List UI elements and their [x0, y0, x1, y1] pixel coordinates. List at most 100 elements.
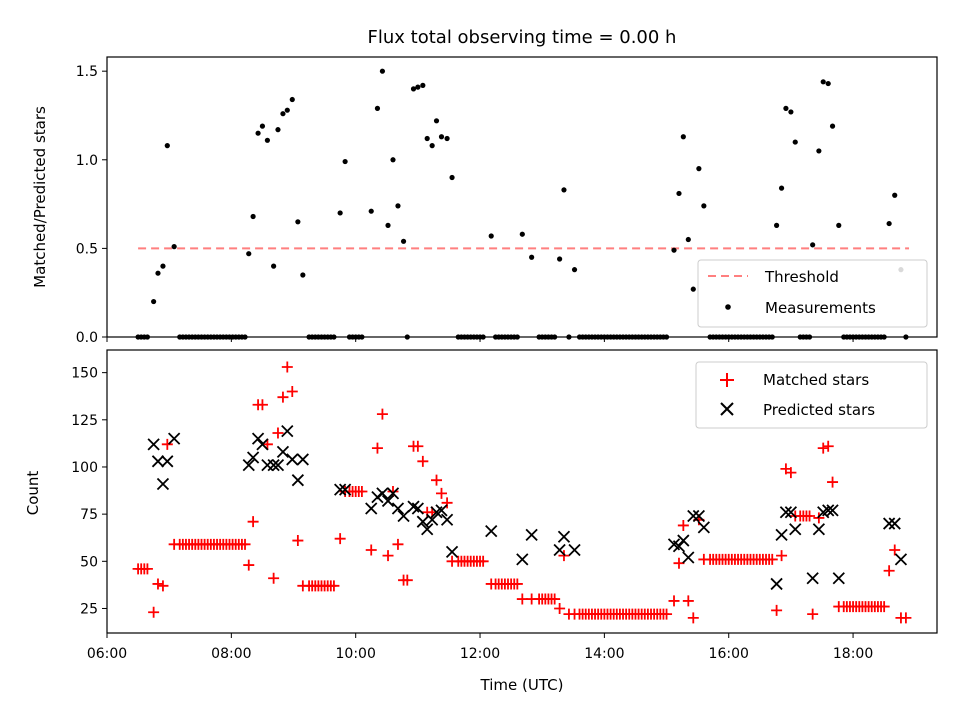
matched-star-point: [356, 486, 368, 497]
predicted-star-point: [822, 504, 835, 517]
top-legend-box: [697, 259, 928, 328]
measurement-point: [680, 134, 686, 140]
top-y-tick-label: 1.5: [76, 64, 98, 80]
matched-star-point: [673, 557, 685, 569]
measurement-point: [424, 135, 430, 142]
matched-star-point: [157, 580, 169, 592]
measurement-point: [788, 109, 794, 115]
measurement-point: [400, 238, 407, 244]
matched-star-point: [277, 391, 289, 403]
matched-star-point: [417, 455, 429, 467]
measurement-point: [449, 174, 455, 181]
matched-star-point: [286, 386, 298, 398]
measurement-point: [395, 203, 401, 209]
matched-star-point: [292, 535, 304, 547]
matched-star-point: [677, 519, 689, 531]
matched-star-point: [281, 361, 293, 373]
measurement-point: [264, 137, 271, 143]
matched-star-point: [392, 538, 404, 550]
measurement-point: [280, 111, 286, 117]
matched-star-point: [328, 580, 340, 592]
bottom-legend-box: [695, 361, 928, 429]
measurement-point: [289, 96, 295, 103]
bottom-y-tick-label: 75: [80, 507, 98, 523]
matched-star-point: [239, 538, 251, 550]
matched-star-point: [804, 510, 816, 522]
predicted-star-point: [789, 523, 802, 536]
matched-star-point: [412, 440, 424, 452]
predicted-star-point: [485, 524, 498, 538]
measurement-point: [171, 244, 177, 250]
predicted-star-point: [147, 438, 160, 451]
measurement-point: [810, 242, 816, 248]
measurement-point: [696, 166, 702, 172]
matched-star-point: [272, 427, 284, 439]
measurement-point: [571, 267, 578, 273]
predicted-star-point: [697, 521, 710, 534]
measurement-point: [829, 123, 836, 129]
predicted-star-point: [411, 502, 424, 515]
matched-star-point: [268, 572, 280, 584]
bottom-x-ticks: 06:00 08:00 10:00 12:00 14:00 16:00 18:00: [87, 633, 873, 662]
legend-predicted-label: Predicted stars: [763, 401, 875, 419]
bottom-y-axis-label: Count: [24, 471, 42, 516]
matched-star-point: [558, 550, 570, 562]
measurement-point: [773, 222, 780, 228]
predicted-star-point: [888, 517, 901, 530]
measurement-point: [337, 210, 343, 216]
predicted-star-point: [338, 483, 352, 496]
matched-star-point: [477, 555, 489, 567]
legend-matched-label: Matched stars: [763, 371, 869, 389]
matched-star-point: [365, 544, 377, 556]
measurement-point: [825, 80, 831, 87]
top-panel: 0.0 0.5 1.0 1.5 Matched/Predicted stars Thr…: [31, 56, 938, 346]
measurement-point: [892, 192, 898, 198]
predicted-star-point: [376, 487, 389, 500]
bottom-x-tick-label: 16:00: [709, 646, 749, 662]
measurement-point: [164, 143, 170, 149]
chart-title: Flux total observing time = 0.00 h: [368, 27, 677, 48]
legend-predicted-swatch: [720, 402, 734, 416]
matched-star-point: [261, 438, 273, 450]
bottom-y-tick-label: 100: [71, 460, 98, 476]
measurement-point: [488, 233, 494, 239]
predicted-star-point: [557, 530, 571, 543]
bottom-axes-frame: [106, 349, 938, 634]
measurement-point: [415, 84, 421, 90]
measurement-point: [271, 263, 277, 269]
measurement-point: [374, 105, 381, 111]
measurement-point: [778, 185, 785, 191]
top-y-tick-label: 0.0: [76, 330, 98, 346]
predicted-star-point: [775, 528, 788, 542]
measurement-point: [557, 256, 563, 262]
measurement-point: [886, 220, 892, 227]
matched-star-point: [776, 550, 788, 562]
predicted-star-point: [426, 513, 439, 526]
predicted-star-point: [334, 483, 347, 496]
predicted-star-point: [445, 545, 459, 559]
bottom-x-tick-label: 06:00: [87, 646, 127, 662]
bottom-y-ticks: 25 50 75 100 125 150: [71, 366, 107, 617]
measurement-point: [701, 203, 707, 209]
measurement-point: [836, 222, 842, 228]
bottom-legend: Matched stars Predicted stars: [695, 361, 928, 429]
matched-star-point: [827, 476, 839, 488]
matched-star-point: [766, 553, 778, 565]
predicted-star-point: [687, 509, 700, 523]
predicted-star-point: [770, 577, 783, 591]
matched-star-point: [141, 563, 153, 575]
measurement-point: [255, 130, 261, 136]
matched-star-point: [431, 474, 443, 486]
bottom-y-tick-label: 25: [80, 601, 98, 617]
matched-star-point: [687, 612, 699, 624]
predicted-star-point: [386, 487, 400, 500]
matched-star-point: [441, 497, 453, 509]
predicted-star-point: [677, 534, 690, 547]
bottom-y-tick-label: 50: [80, 554, 98, 570]
measurement-point: [438, 134, 445, 140]
legend-matched-swatch: [720, 373, 734, 387]
matched-star-point: [247, 516, 259, 528]
measurement-point: [275, 127, 281, 133]
